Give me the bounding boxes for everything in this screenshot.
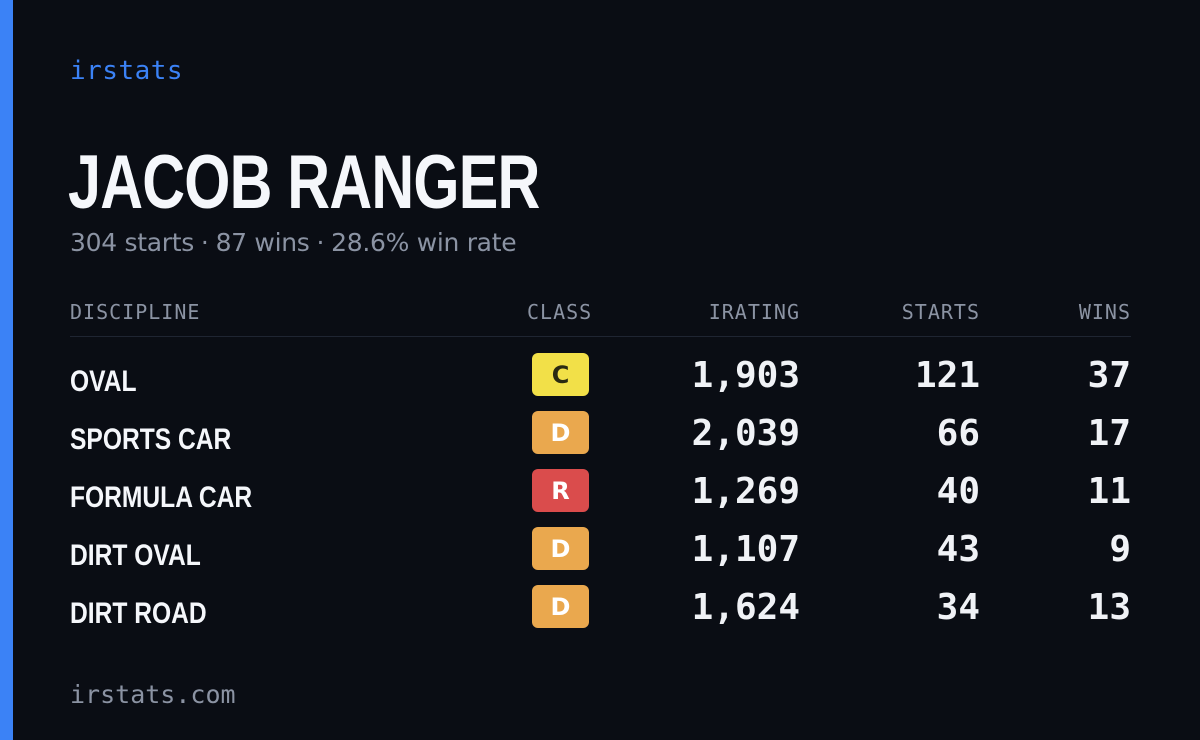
wins-count: 87 wins <box>215 228 310 257</box>
wins-value: 9 <box>1109 529 1131 570</box>
discipline-name: SPORTS CAR <box>70 423 232 456</box>
player-name: JACOB RANGER <box>68 140 540 225</box>
table-row: DIRT ROAD D 1,624 34 13 <box>70 585 1131 643</box>
wins-value: 13 <box>1087 587 1131 628</box>
separator: · <box>316 228 325 257</box>
starts-value: 43 <box>936 529 980 570</box>
accent-bar <box>0 0 13 740</box>
header-class: CLASS <box>527 300 593 324</box>
irating-value: 2,039 <box>691 413 800 454</box>
header-starts: STARTS <box>901 300 980 324</box>
irating-value: 1,107 <box>691 529 800 570</box>
class-badge: D <box>532 411 589 454</box>
table-header: DISCIPLINE CLASS IRATING STARTS WINS <box>70 298 1131 337</box>
wins-value: 17 <box>1087 413 1131 454</box>
header-discipline: DISCIPLINE <box>70 300 201 324</box>
class-badge: D <box>532 585 589 628</box>
brand-logo: irstats <box>70 56 184 86</box>
table-row: OVAL C 1,903 121 37 <box>70 353 1131 411</box>
discipline-name: DIRT OVAL <box>70 539 201 572</box>
discipline-name: DIRT ROAD <box>70 597 207 630</box>
stats-table: DISCIPLINE CLASS IRATING STARTS WINS OVA… <box>70 298 1131 643</box>
starts-value: 66 <box>936 413 980 454</box>
starts-value: 40 <box>936 471 980 512</box>
starts-count: 304 starts <box>70 228 194 257</box>
irating-value: 1,269 <box>691 471 800 512</box>
class-badge: C <box>532 353 589 396</box>
player-summary: 304 starts · 87 wins · 28.6% win rate <box>70 228 517 257</box>
win-rate: 28.6% win rate <box>331 228 517 257</box>
irating-value: 1,624 <box>691 587 800 628</box>
wins-value: 37 <box>1087 355 1131 396</box>
wins-value: 11 <box>1087 471 1131 512</box>
irating-value: 1,903 <box>691 355 800 396</box>
table-row: DIRT OVAL D 1,107 43 9 <box>70 527 1131 585</box>
starts-value: 121 <box>914 355 980 396</box>
class-badge: R <box>532 469 589 512</box>
table-row: FORMULA CAR R 1,269 40 11 <box>70 469 1131 527</box>
footer-url[interactable]: irstats.com <box>70 680 236 709</box>
class-badge: D <box>532 527 589 570</box>
header-wins: WINS <box>1078 300 1131 324</box>
table-row: SPORTS CAR D 2,039 66 17 <box>70 411 1131 469</box>
table-body: OVAL C 1,903 121 37 SPORTS CAR D 2,039 6… <box>70 337 1131 643</box>
discipline-name: OVAL <box>70 365 137 398</box>
discipline-name: FORMULA CAR <box>70 481 253 514</box>
separator: · <box>200 228 209 257</box>
header-irating: IRATING <box>708 300 800 324</box>
starts-value: 34 <box>936 587 980 628</box>
